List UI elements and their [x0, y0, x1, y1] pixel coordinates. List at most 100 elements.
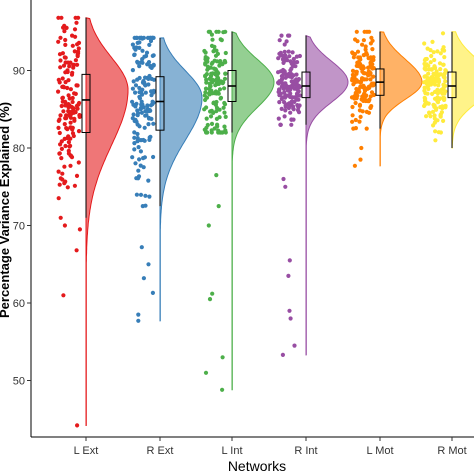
data-point	[435, 91, 440, 96]
box-iqr	[81, 73, 91, 133]
data-point	[130, 155, 135, 160]
data-point	[151, 77, 157, 82]
data-point	[422, 74, 427, 79]
data-point	[431, 50, 436, 55]
data-point	[223, 114, 228, 119]
data-point	[440, 31, 446, 36]
data-point	[426, 71, 431, 76]
data-point	[61, 63, 67, 68]
series-l-ext	[56, 15, 129, 428]
data-point	[283, 184, 288, 189]
plot-area	[56, 15, 474, 428]
data-point	[443, 68, 448, 73]
data-point	[60, 95, 65, 100]
data-point	[352, 52, 357, 57]
data-point	[56, 15, 61, 20]
data-point	[69, 111, 74, 116]
density-half-violin	[451, 31, 474, 149]
data-point	[360, 85, 365, 90]
data-point	[371, 74, 376, 79]
data-point	[350, 104, 355, 110]
data-point	[135, 139, 140, 144]
data-point	[291, 106, 296, 111]
data-point	[60, 76, 65, 81]
data-point	[282, 42, 287, 47]
data-point	[426, 63, 431, 68]
data-point	[282, 100, 287, 105]
data-point	[350, 113, 355, 118]
data-point	[278, 122, 283, 127]
data-point	[143, 90, 148, 95]
data-point	[203, 73, 208, 78]
data-point	[209, 128, 214, 133]
data-point	[146, 262, 151, 267]
data-point	[58, 215, 63, 220]
data-point	[222, 86, 227, 91]
data-point	[67, 96, 72, 101]
series-l-mot	[349, 29, 423, 168]
axes: 50 60 70 80 90 L Ext R Ext L Int R Int L Mot R Mot	[13, 0, 474, 457]
data-point	[287, 258, 292, 263]
data-point	[141, 79, 146, 84]
data-point	[66, 78, 71, 83]
data-point	[277, 38, 282, 43]
data-point	[438, 51, 443, 56]
data-point	[73, 58, 78, 63]
data-point	[138, 106, 143, 111]
data-point	[432, 113, 437, 118]
data-point	[283, 53, 288, 58]
data-point	[62, 164, 67, 169]
x-tick-label: L Int	[222, 445, 243, 457]
data-point	[277, 89, 282, 94]
y-tick-label: 70	[13, 221, 25, 233]
data-point	[136, 145, 141, 150]
data-point	[443, 79, 448, 84]
data-point	[212, 126, 217, 131]
data-point	[209, 32, 214, 37]
data-point	[354, 86, 359, 92]
box-iqr	[301, 71, 311, 99]
data-point	[285, 88, 290, 93]
data-point	[69, 72, 75, 77]
data-point	[363, 94, 368, 99]
data-point	[148, 64, 153, 69]
data-point	[146, 122, 151, 127]
data-point	[221, 105, 226, 110]
data-point	[146, 82, 151, 87]
data-point	[77, 227, 82, 232]
data-point	[60, 171, 65, 176]
data-point	[430, 39, 435, 45]
data-point	[144, 50, 150, 55]
data-point	[131, 112, 136, 117]
data-point	[443, 83, 448, 88]
data-point	[276, 70, 281, 75]
data-point	[76, 46, 81, 51]
data-point	[70, 33, 75, 38]
data-point	[222, 58, 227, 64]
data-point	[435, 49, 440, 54]
data-point	[66, 140, 71, 145]
density-half-violin	[379, 31, 423, 167]
data-point	[291, 117, 296, 122]
data-point	[65, 185, 70, 190]
y-tick-label: 80	[13, 143, 25, 155]
data-point	[147, 194, 152, 199]
data-point	[59, 15, 64, 20]
data-point	[217, 107, 222, 112]
data-point	[73, 91, 78, 96]
data-point	[139, 90, 144, 95]
data-point	[135, 131, 140, 137]
data-point	[204, 116, 209, 121]
data-point	[296, 110, 302, 115]
data-point	[433, 129, 438, 134]
data-point	[212, 66, 217, 71]
data-point	[288, 110, 293, 115]
density-half-violin	[159, 37, 203, 322]
data-point	[355, 49, 361, 54]
data-point	[62, 181, 67, 186]
data-point	[137, 85, 142, 91]
data-point	[283, 103, 288, 108]
data-point	[213, 72, 218, 77]
data-point	[135, 60, 140, 65]
data-point	[72, 62, 77, 67]
